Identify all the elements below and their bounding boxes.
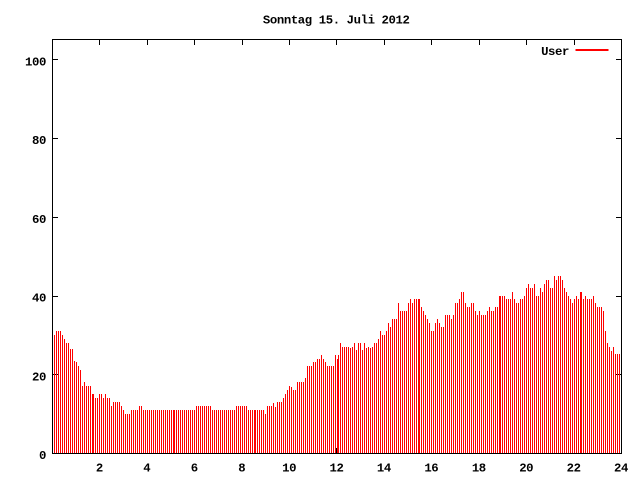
svg-text:Sonntag 15. Juli 2012: Sonntag 15. Juli 2012	[263, 14, 410, 28]
svg-text:20: 20	[519, 462, 533, 476]
svg-text:2: 2	[96, 462, 103, 476]
svg-text:100: 100	[25, 55, 46, 69]
svg-text:60: 60	[32, 213, 46, 227]
svg-text:40: 40	[32, 292, 46, 306]
svg-text:User: User	[541, 45, 569, 59]
svg-text:16: 16	[424, 462, 438, 476]
svg-text:0: 0	[39, 449, 46, 463]
svg-text:10: 10	[282, 462, 296, 476]
svg-text:22: 22	[567, 462, 581, 476]
svg-text:80: 80	[32, 134, 46, 148]
svg-text:18: 18	[472, 462, 486, 476]
svg-text:12: 12	[330, 462, 344, 476]
svg-text:14: 14	[377, 462, 392, 476]
svg-text:6: 6	[191, 462, 198, 476]
svg-text:8: 8	[238, 462, 245, 476]
svg-text:20: 20	[32, 370, 46, 384]
svg-text:4: 4	[143, 462, 151, 476]
svg-text:24: 24	[614, 462, 629, 476]
